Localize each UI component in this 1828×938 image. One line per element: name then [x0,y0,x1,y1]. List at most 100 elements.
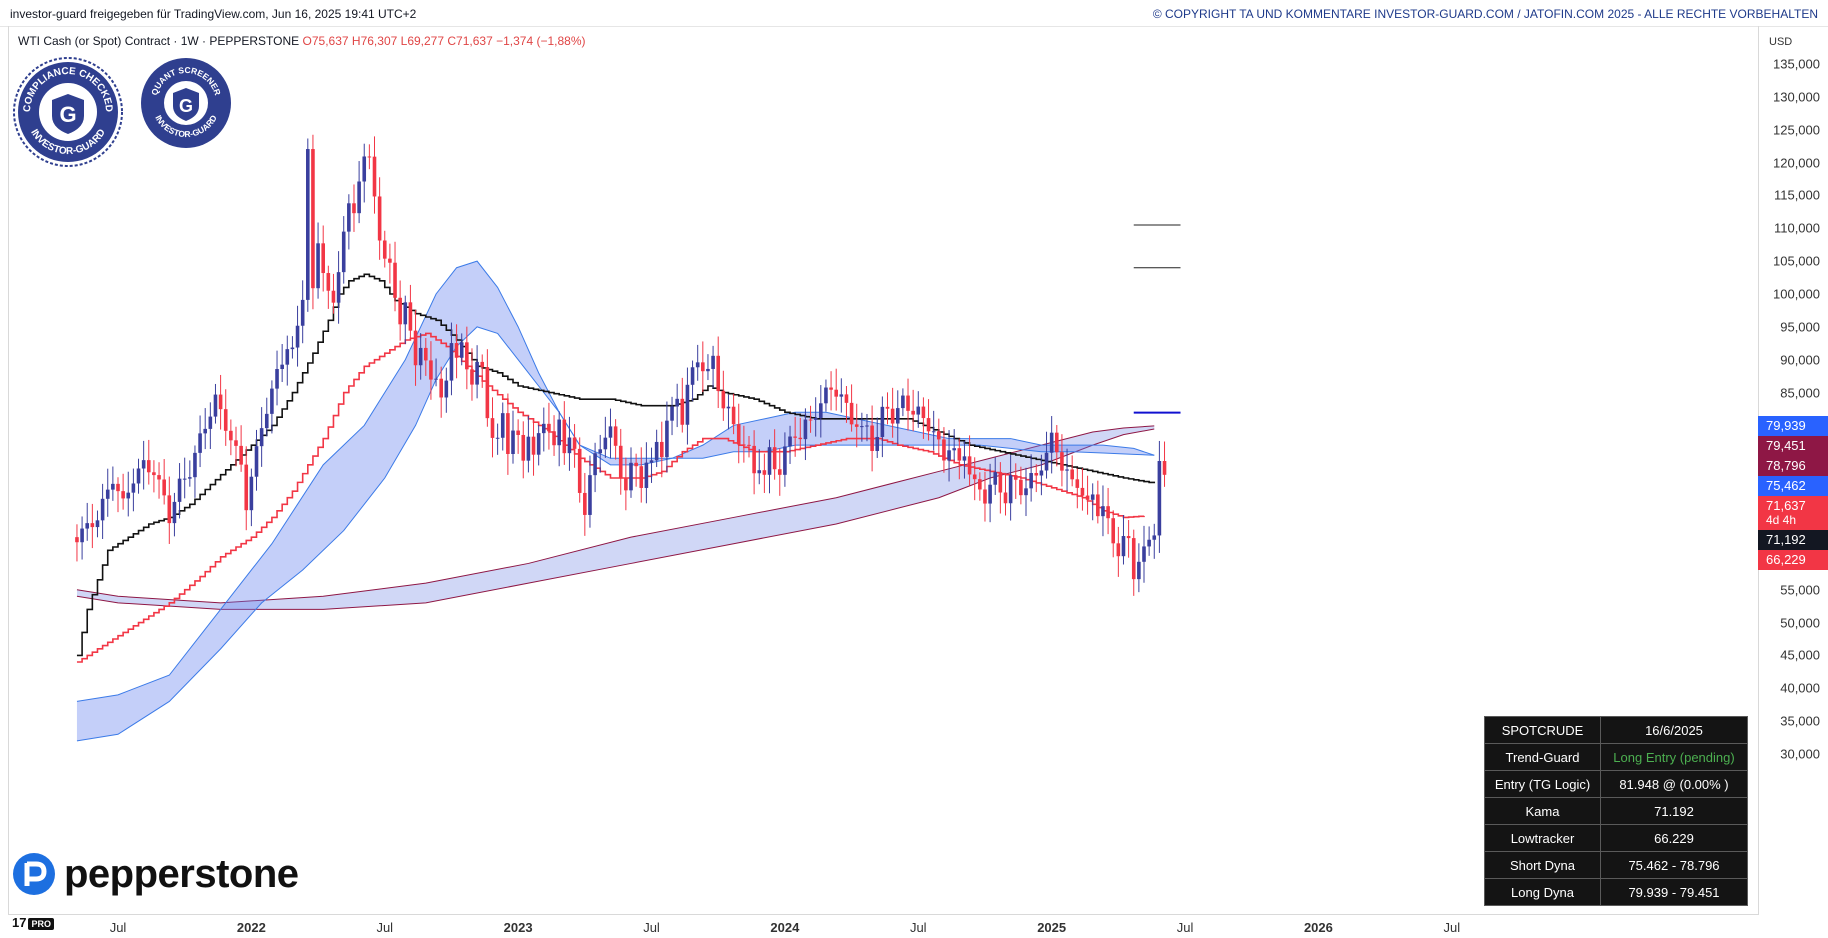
price-axis[interactable]: USD 135,000 130,000 125,000 120,000 115,000 1… [1757,26,1828,914]
tv-mark-text: 17 [12,915,27,930]
candle-body [449,343,454,381]
candle-body [280,364,284,370]
candle-body [490,418,495,438]
quant-screener-badge: QUANT SCREENER INVESTOR-GUARD G [141,58,231,148]
time-tick: 2023 [503,920,533,935]
candle-body [937,431,941,440]
candle-body [629,462,633,491]
price-tick: 40,000 [1780,680,1820,696]
candle-body [516,430,520,435]
candle-body [526,436,531,461]
candle-body [1131,538,1136,580]
candle-body [398,297,402,325]
info-key: Short Dyna [1484,851,1601,879]
candle-body [998,472,1003,493]
long-dyna-band-upper [76,425,1155,604]
candle-body [931,431,936,433]
candle-body [1060,452,1064,471]
candle-body [203,428,208,434]
price-tick: 100,000 [1773,286,1820,302]
candle-body [352,203,356,214]
candle-body [480,361,485,368]
candle-body [993,472,998,485]
lowtracker-line [76,332,1145,663]
candle-body [567,437,572,454]
candle-body [500,413,505,438]
candle-body [152,472,156,476]
short-dyna-band-upper [76,260,1155,702]
header-bar: investor-guard freigegeben für TradingVi… [0,0,1828,27]
candle-body [695,362,700,368]
candle-body [654,441,659,461]
candle-body [690,367,695,385]
candle-body [962,456,967,461]
candle-body [126,492,131,499]
candle-body [824,387,828,404]
candle-body [757,470,762,474]
candle-body [495,437,500,439]
candle-body [988,484,992,504]
candle-body [531,436,536,455]
time-tick: 2022 [236,920,266,935]
candle-body [1039,470,1044,476]
candle-body [218,394,223,410]
candle-body [808,419,813,421]
price-label: 71,192 [1758,529,1828,550]
candle-body [1142,546,1146,562]
candle-body [716,355,721,391]
legend-change: −1,374 (−1,88%) [496,34,586,48]
candle-body [1137,561,1141,580]
candle-body [331,290,336,303]
pepperstone-wordmark: pepperstone [64,852,299,896]
candle-body [536,433,541,455]
info-row: Trend-Guard Long Entry (pending) [1484,743,1748,771]
candle-body [244,464,249,511]
candle-body [1008,475,1013,504]
candle-body [475,361,479,385]
info-row: Lowtracker 66.229 [1484,824,1748,852]
candle-body [1116,543,1121,557]
candle-body [1024,488,1028,496]
candle-body [547,423,551,432]
candle-body [752,445,756,474]
price-tick: 130,000 [1773,89,1820,105]
candle-body [316,243,320,289]
candle-body [1049,432,1054,453]
candle-body [285,349,290,365]
info-key: Trend-Guard [1484,743,1601,771]
candle-body [680,398,685,425]
candle-body [983,489,987,504]
candle-body [624,478,628,491]
candle-body [788,436,792,447]
candle-body [270,388,274,414]
candle-body [521,434,526,461]
info-value: 66.229 [1600,824,1748,852]
price-chart[interactable] [0,0,1757,914]
candle-body [90,523,95,528]
trend-guard-table: SPOTCRUDE 16/6/2025 Trend-Guard Long Entry … [1484,716,1748,906]
price-tick: 125,000 [1773,122,1820,138]
candle-body [75,537,79,543]
candle-body [613,426,618,446]
candle-body [321,243,325,274]
plot-area [75,134,1181,742]
candle-body [341,231,346,273]
candle-body [121,491,125,499]
info-value: Long Entry (pending) [1600,743,1748,771]
time-axis[interactable]: Jul 2022 Jul 2023 Jul 2024 Jul 2025 Jul 2026 Jul [8,914,1758,938]
candle-body [839,394,844,397]
candle-body [978,479,982,490]
price-tick: 90,000 [1780,352,1820,368]
time-tick: Jul [909,920,927,935]
candle-body [1054,432,1059,453]
candle-body [311,149,315,289]
candle-body [239,445,243,465]
candle-body [957,448,962,461]
candle-body [208,416,213,429]
candle-body [670,406,674,421]
candle-body [588,475,592,515]
info-value: 81.948 @ (0.00% ) [1600,770,1748,798]
candle-body [557,419,561,446]
candle-body [598,449,603,454]
candle-body [865,425,869,427]
